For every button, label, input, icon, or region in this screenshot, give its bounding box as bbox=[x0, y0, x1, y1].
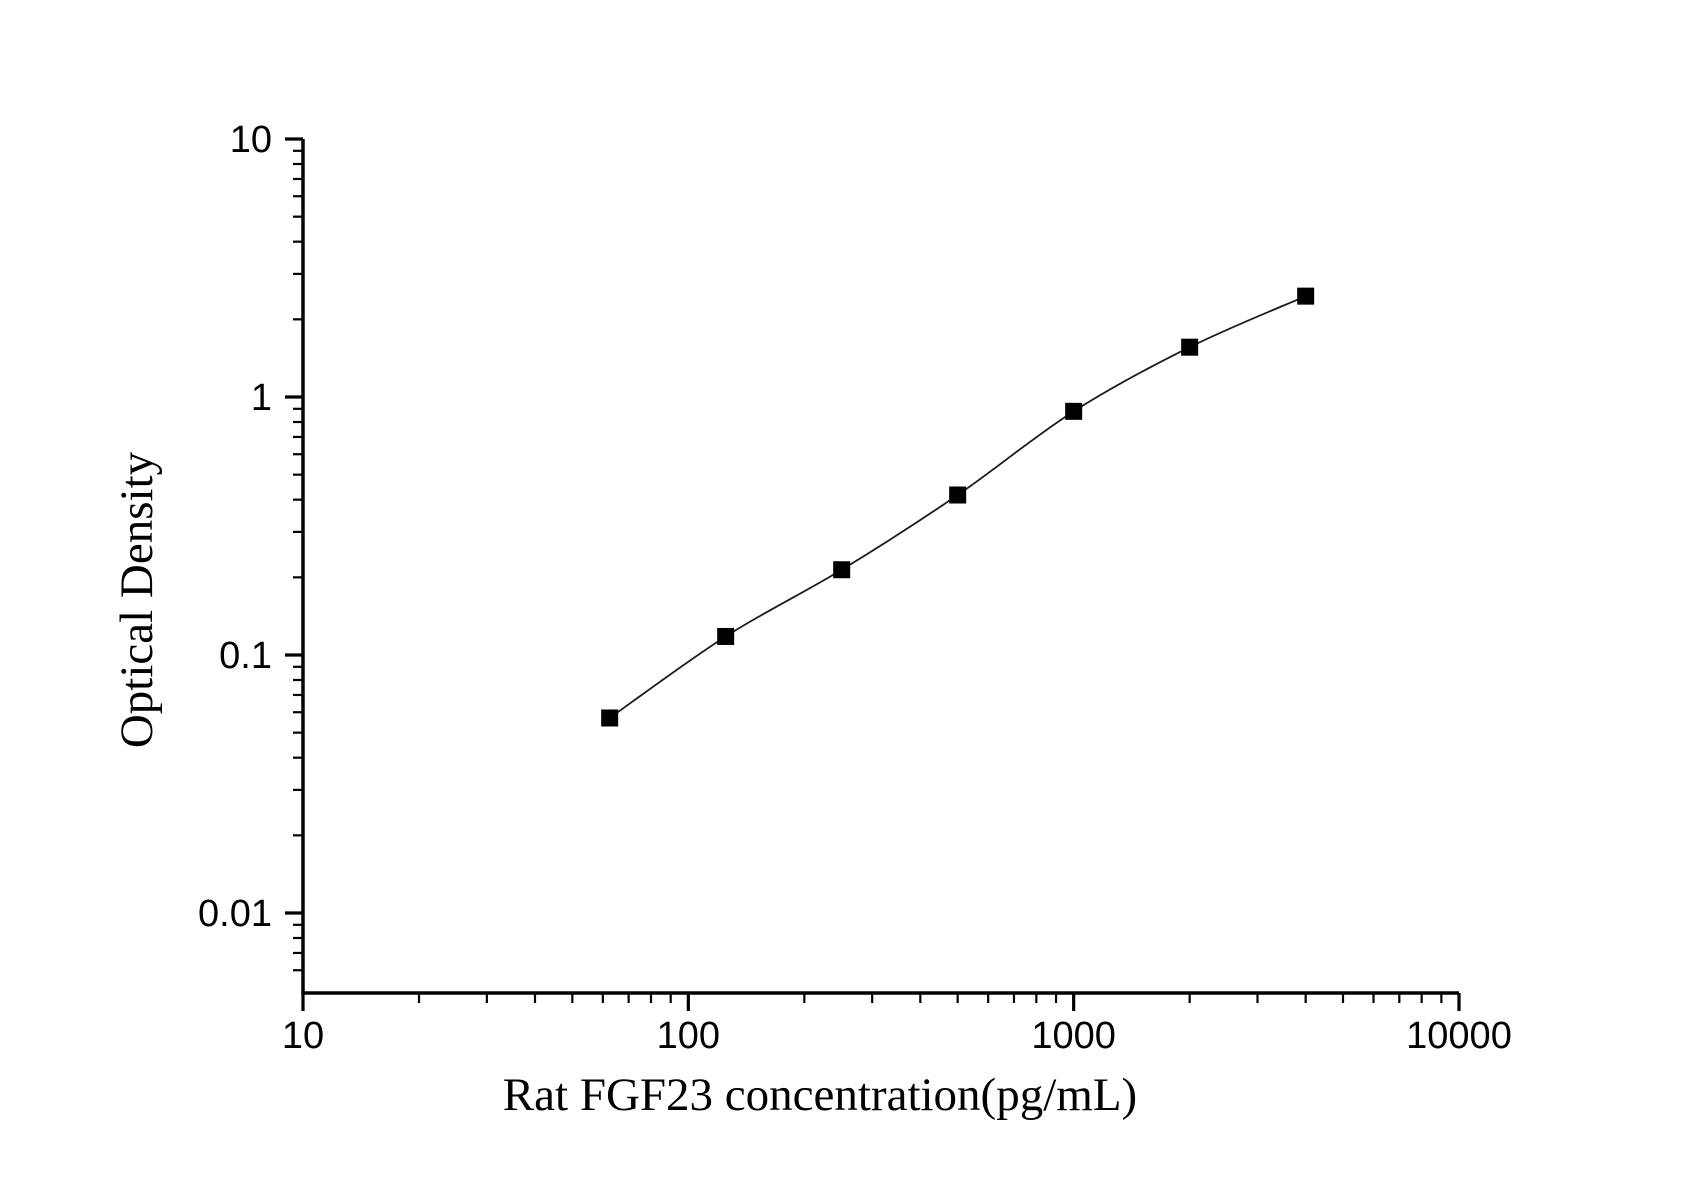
data-point-marker bbox=[601, 709, 619, 727]
axis-spines bbox=[301, 139, 1459, 995]
x-tick-label: 10000 bbox=[1406, 1015, 1512, 1057]
axis-tick-labels: 10 100 1000 10000 10 1 0.1 0.01 bbox=[198, 119, 1512, 1057]
y-axis-title: Optical Density bbox=[111, 451, 163, 748]
axis-ticks bbox=[285, 137, 1461, 1011]
data-point-marker bbox=[717, 627, 735, 645]
data-point-marker bbox=[949, 486, 967, 504]
data-point-marker bbox=[1297, 287, 1315, 305]
data-point-marker bbox=[833, 561, 851, 579]
plot-axes bbox=[301, 139, 1459, 995]
data-series bbox=[601, 287, 1315, 727]
x-axis-title: Rat FGF23 concentration(pg/mL) bbox=[503, 1069, 1137, 1121]
data-point-marker bbox=[1065, 402, 1083, 420]
x-tick-label: 10 bbox=[282, 1015, 324, 1057]
x-tick-label: 100 bbox=[657, 1015, 720, 1057]
y-tick-label: 1 bbox=[251, 377, 272, 419]
x-tick-label: 1000 bbox=[1031, 1015, 1116, 1057]
y-tick-label: 0.1 bbox=[219, 635, 272, 677]
y-tick-label: 0.01 bbox=[198, 893, 272, 935]
data-point-marker bbox=[1181, 338, 1199, 356]
curve-line bbox=[609, 295, 1307, 719]
y-tick-label: 10 bbox=[230, 119, 272, 161]
